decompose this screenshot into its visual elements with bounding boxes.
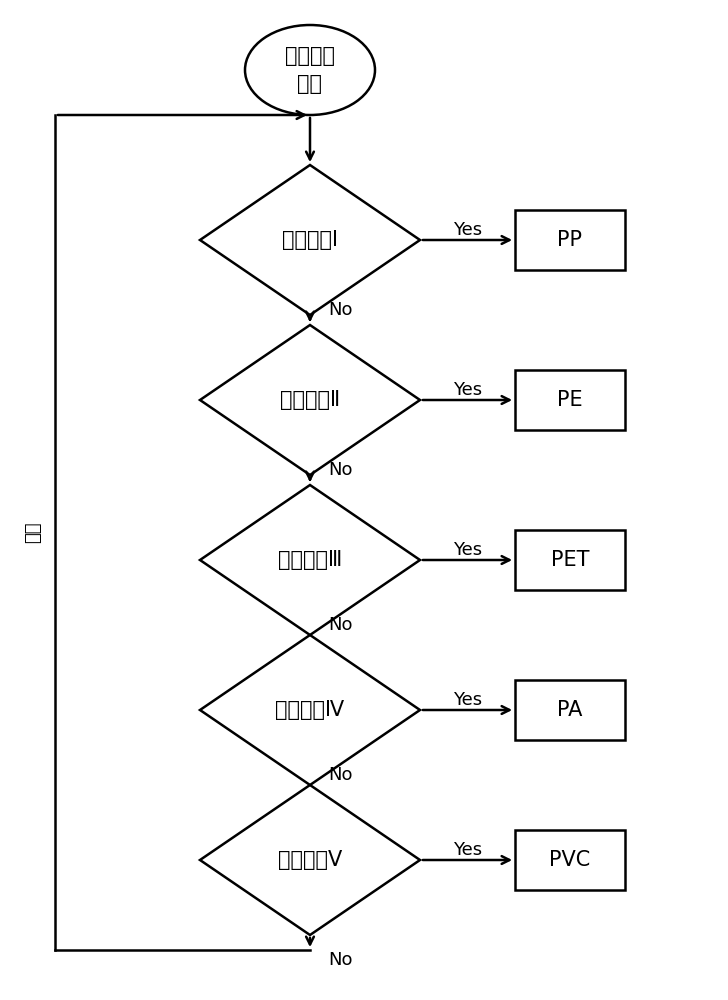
Bar: [515, 370, 625, 430]
Text: PA: PA: [558, 700, 582, 720]
Text: No: No: [328, 951, 352, 969]
Text: 循环: 循环: [24, 522, 42, 543]
Text: Yes: Yes: [453, 691, 482, 709]
Text: Yes: Yes: [453, 841, 482, 859]
Text: PE: PE: [557, 390, 583, 410]
Text: 红外探头Ⅰ: 红外探头Ⅰ: [282, 230, 338, 250]
Text: 红外探头V: 红外探头V: [278, 850, 342, 870]
Text: No: No: [328, 616, 352, 634]
Bar: [515, 830, 625, 890]
Text: 红外探头Ⅲ: 红外探头Ⅲ: [278, 550, 342, 570]
Text: No: No: [328, 461, 352, 479]
Text: Yes: Yes: [453, 541, 482, 559]
Text: PET: PET: [551, 550, 589, 570]
Text: Yes: Yes: [453, 221, 482, 239]
Bar: [515, 530, 625, 590]
Bar: [515, 680, 625, 740]
Text: 混合回收
塑料: 混合回收 塑料: [285, 46, 335, 94]
Text: PVC: PVC: [550, 850, 590, 870]
Text: 红外探头Ⅳ: 红外探头Ⅳ: [275, 700, 344, 720]
Text: Yes: Yes: [453, 381, 482, 399]
Bar: [515, 210, 625, 270]
Text: 红外探头Ⅱ: 红外探头Ⅱ: [280, 390, 340, 410]
Text: No: No: [328, 766, 352, 784]
Text: PP: PP: [558, 230, 582, 250]
Text: No: No: [328, 301, 352, 319]
